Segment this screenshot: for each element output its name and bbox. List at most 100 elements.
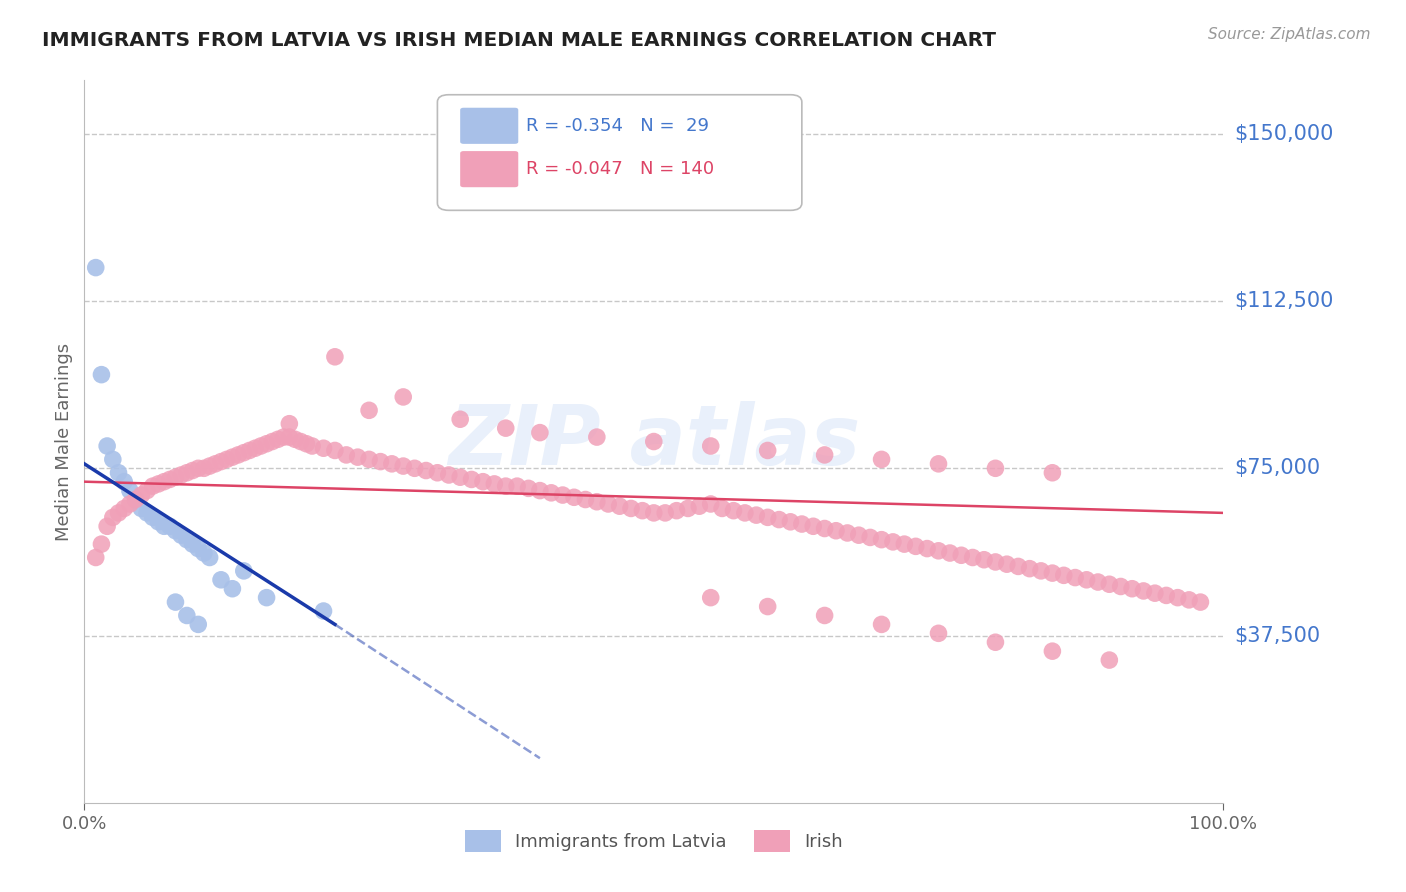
Point <box>153 475 176 489</box>
Point <box>209 573 232 587</box>
Point <box>1064 571 1087 585</box>
Point <box>181 537 204 551</box>
Point <box>700 439 723 453</box>
FancyBboxPatch shape <box>460 108 519 144</box>
Point <box>665 503 688 517</box>
Point <box>882 534 904 549</box>
Text: $37,500: $37,500 <box>1234 625 1320 646</box>
Point <box>215 452 238 467</box>
Point <box>837 525 859 540</box>
Point <box>1156 589 1178 603</box>
Point <box>814 448 837 462</box>
Point <box>984 635 1007 649</box>
Point <box>1053 568 1076 582</box>
Point <box>131 488 153 502</box>
Point <box>1007 559 1029 574</box>
Point <box>245 441 267 455</box>
Point <box>290 434 312 449</box>
Point <box>676 501 699 516</box>
Point <box>267 433 290 447</box>
Point <box>870 617 893 632</box>
Point <box>745 508 768 523</box>
Point <box>1121 582 1143 596</box>
Point <box>148 515 170 529</box>
Point <box>1042 466 1064 480</box>
Point <box>198 550 221 565</box>
Point <box>1098 577 1121 591</box>
Point <box>256 436 278 450</box>
Point <box>904 539 927 553</box>
Point <box>112 475 135 489</box>
Point <box>1098 653 1121 667</box>
Point <box>193 546 215 560</box>
Point <box>124 492 146 507</box>
Point <box>790 517 813 532</box>
Point <box>598 497 620 511</box>
Point <box>506 479 529 493</box>
Point <box>187 461 209 475</box>
Text: $150,000: $150,000 <box>1234 124 1334 144</box>
Point <box>973 552 995 567</box>
Point <box>928 626 950 640</box>
Point <box>335 448 357 462</box>
Point <box>312 441 335 455</box>
Point <box>1087 575 1109 590</box>
Point <box>562 490 585 504</box>
Point <box>96 519 118 533</box>
Point <box>153 519 176 533</box>
Point <box>848 528 870 542</box>
Point <box>1132 583 1154 598</box>
Point <box>426 466 449 480</box>
Point <box>295 436 318 450</box>
FancyBboxPatch shape <box>460 151 519 187</box>
Point <box>779 515 801 529</box>
Point <box>176 608 198 623</box>
Point <box>359 403 381 417</box>
Point <box>381 457 404 471</box>
Point <box>859 530 882 544</box>
Point <box>84 260 107 275</box>
Point <box>870 533 893 547</box>
Point <box>825 524 848 538</box>
Point <box>232 564 254 578</box>
Point <box>101 452 124 467</box>
Point <box>449 412 471 426</box>
Point <box>165 470 187 484</box>
Point <box>893 537 915 551</box>
Point <box>323 443 346 458</box>
Point <box>226 448 249 462</box>
Point <box>256 591 278 605</box>
Point <box>107 466 129 480</box>
Point <box>118 483 141 498</box>
Point <box>711 501 734 516</box>
Point <box>1178 592 1201 607</box>
Text: IMMIGRANTS FROM LATVIA VS IRISH MEDIAN MALE EARNINGS CORRELATION CHART: IMMIGRANTS FROM LATVIA VS IRISH MEDIAN M… <box>42 31 997 50</box>
Point <box>312 604 335 618</box>
Point <box>551 488 574 502</box>
Point <box>221 450 243 464</box>
Point <box>928 543 950 558</box>
Point <box>415 464 437 478</box>
Point <box>529 425 551 440</box>
Point <box>278 417 301 431</box>
Point <box>250 439 273 453</box>
Point <box>700 591 723 605</box>
Point <box>620 501 643 516</box>
Point <box>159 519 181 533</box>
Point <box>101 510 124 524</box>
Point <box>1042 566 1064 581</box>
Point <box>437 467 460 482</box>
Point <box>392 390 415 404</box>
Point <box>1109 580 1132 594</box>
Point <box>124 492 146 507</box>
Point <box>529 483 551 498</box>
Point <box>136 483 159 498</box>
Point <box>148 476 170 491</box>
Point <box>643 506 665 520</box>
Point <box>688 500 710 514</box>
Point <box>1029 564 1052 578</box>
Point <box>1143 586 1166 600</box>
Point <box>984 555 1007 569</box>
Point <box>136 506 159 520</box>
Point <box>995 557 1018 572</box>
